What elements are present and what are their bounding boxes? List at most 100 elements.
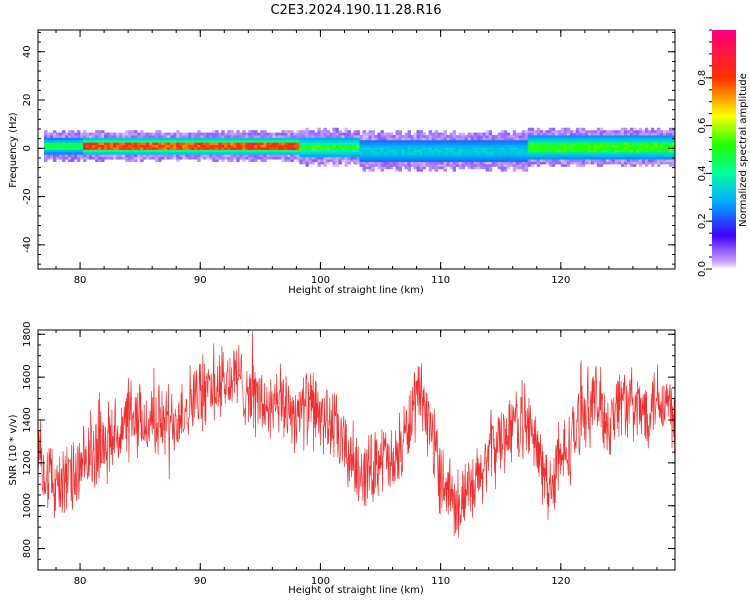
spectrogram-cell (140, 151, 144, 155)
spectrogram-cell (623, 154, 628, 158)
spectrogram-cell (380, 142, 384, 146)
spectrogram-cell (599, 149, 604, 153)
spectrogram-cell (659, 156, 664, 160)
spectrogram-cell (329, 137, 333, 141)
spectrogram-cell (506, 166, 511, 170)
spectrogram-cell (542, 161, 547, 165)
spectrogram-cell (350, 151, 354, 155)
spectrogram-cell (644, 154, 649, 158)
spectrogram-cell (500, 159, 505, 162)
spectrogram-cell (455, 142, 460, 146)
spectrogram-cell (437, 151, 442, 155)
spectrogram-cell (176, 144, 180, 148)
spectrogram-cell (560, 142, 565, 146)
spectrogram-cell (650, 149, 655, 153)
spectrogram-cell (641, 137, 646, 141)
spectrogram-cell (89, 139, 93, 143)
spectrogram-cell (317, 156, 321, 160)
spectrogram-cell (461, 144, 466, 148)
spectrogram-cell (140, 137, 144, 141)
spectrogram-cell (317, 139, 321, 143)
spectrogram-cell (326, 142, 330, 146)
spectrogram-cell (665, 147, 670, 150)
spectrogram-cell (635, 154, 640, 158)
spectrogram-cell (512, 132, 517, 136)
spectrogram-cell (560, 163, 565, 167)
spectrogram-cell (362, 166, 366, 170)
spectrogram-cell (71, 142, 75, 146)
spectrogram-cell (614, 130, 619, 133)
spectrogram-cell (149, 144, 153, 148)
spectrogram-cell (224, 151, 228, 155)
spectrogram-cell (404, 154, 408, 158)
spectrogram-cell (326, 130, 330, 133)
spectrogram-cell (242, 142, 246, 146)
spectrogram-cell (119, 149, 123, 153)
spectrogram-cell (266, 139, 270, 143)
spectrogram-cell (290, 135, 294, 138)
spectrogram-cell (578, 151, 583, 155)
spectrogram-cell (572, 147, 577, 150)
spectrogram-cell (416, 163, 420, 167)
spectrogram-cell (341, 159, 345, 162)
spectrogram-cell (470, 142, 475, 146)
spectrogram-cell (599, 159, 604, 162)
spectrogram-cell (179, 156, 183, 160)
spectrogram-cell (314, 147, 318, 150)
spectrogram-cell (638, 132, 643, 136)
spectrogram-cell (644, 159, 649, 162)
spectrogram-cell (80, 137, 84, 141)
spectrogram-cell (251, 151, 255, 155)
spectrogram-cell (284, 137, 288, 141)
spectrogram-cell (569, 161, 574, 165)
spectrogram-cell (50, 156, 54, 160)
spectrogram-cell (656, 156, 661, 160)
spectrogram-cell (272, 156, 276, 160)
spectrogram-cell (431, 135, 436, 138)
spectrogram-cell (632, 154, 637, 158)
spectrogram-cell (233, 144, 237, 148)
spectrogram-cell (566, 147, 571, 150)
spectrogram-cell (167, 156, 171, 160)
spectrogram-cell (149, 139, 153, 143)
spectrogram-cell (248, 154, 252, 158)
spectrogram-cell (302, 137, 306, 141)
spectrogram-cell (296, 154, 300, 158)
spectrogram-cell (506, 142, 511, 146)
spectrogram-cell (374, 144, 378, 148)
spectrogram-cell (308, 142, 312, 146)
spectrogram-cell (467, 147, 472, 150)
spectrogram-cell (578, 147, 583, 150)
spectrogram-cell (587, 159, 592, 162)
spectrogram-cell (230, 151, 234, 155)
spectrogram-cell (263, 139, 267, 143)
spectrogram-cell (251, 154, 255, 158)
figure-title: C2E3.2024.190.11.28.R16 (270, 3, 441, 18)
spectrogram-cell (311, 137, 315, 141)
spectrogram-cell (128, 130, 132, 133)
spectrogram-cell (470, 132, 475, 136)
spectrogram-cell (248, 135, 252, 138)
spectrogram-cell (482, 144, 487, 148)
spectrogram-cell (176, 147, 180, 150)
spectrogram-cell (254, 139, 258, 143)
spectrogram-cell (533, 154, 538, 158)
spectrogram-cell (521, 139, 526, 143)
spectrogram-cell (386, 159, 390, 162)
spectrogram-cell (194, 154, 198, 158)
spectrogram-cell (518, 149, 523, 153)
spectrogram-cell (374, 139, 378, 143)
spectrogram-cell (134, 139, 138, 143)
spectrogram-cell (536, 159, 541, 162)
spectrogram-cell (512, 151, 517, 155)
spectrogram-cell (47, 135, 51, 138)
spectrogram-cell (485, 154, 490, 158)
spectrogram-cell (320, 137, 324, 141)
spectrogram-cell (545, 156, 550, 160)
spectrogram-cell (461, 166, 466, 170)
spectrogram-cell (365, 156, 369, 160)
spectrogram-cell (473, 161, 478, 165)
snr-x-tick-label: 100 (311, 576, 330, 587)
spectrogram-cell (536, 156, 541, 160)
spectrogram-cell (404, 144, 408, 148)
